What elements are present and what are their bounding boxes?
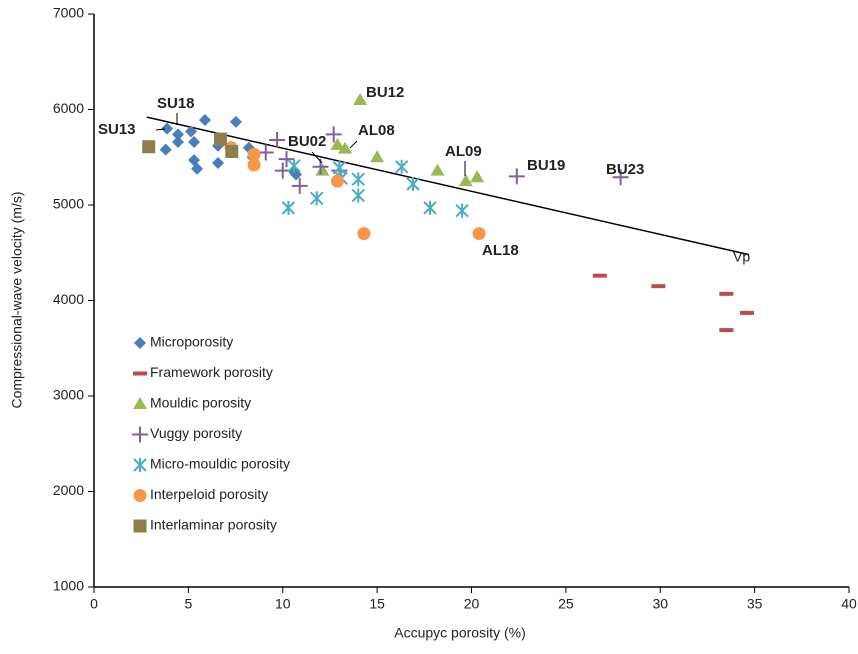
legend-marker	[133, 489, 147, 502]
point	[291, 177, 308, 194]
point	[161, 122, 174, 135]
point	[719, 328, 734, 333]
legend-marker	[133, 397, 147, 409]
point	[225, 145, 239, 159]
point	[612, 169, 629, 186]
point	[188, 135, 201, 148]
point	[278, 151, 295, 168]
annotation: AL18	[482, 242, 519, 259]
legend-marker	[134, 337, 146, 349]
point	[455, 203, 469, 218]
x-tick-label: 40	[841, 596, 857, 612]
point	[330, 137, 345, 150]
point	[325, 126, 342, 143]
point	[247, 147, 261, 161]
x-tick-label: 10	[275, 596, 291, 612]
point	[171, 135, 184, 148]
y-tick-label: 7000	[53, 5, 84, 21]
point	[430, 163, 445, 176]
trend-line	[146, 116, 750, 256]
annotation: BU12	[366, 84, 404, 101]
point	[508, 168, 525, 185]
point	[269, 132, 286, 149]
point	[287, 158, 301, 173]
y-tick-label: 5000	[53, 196, 84, 212]
point	[370, 150, 385, 163]
point	[394, 159, 409, 174]
point	[310, 191, 324, 206]
point	[651, 284, 666, 289]
annotation: Vp	[733, 249, 750, 265]
point	[423, 200, 437, 215]
point	[338, 141, 353, 154]
legend-marker	[133, 519, 147, 533]
annotation: BU19	[527, 157, 565, 174]
point	[159, 143, 172, 156]
x-tick-label: 15	[369, 596, 385, 612]
point	[351, 188, 365, 203]
x-tick-label: 30	[652, 596, 668, 612]
point	[171, 128, 184, 141]
x-tick-label: 0	[90, 596, 98, 612]
annotation: SU13	[98, 121, 136, 138]
point	[229, 115, 242, 128]
point	[191, 162, 204, 175]
point	[213, 132, 227, 146]
y-tick-label: 2000	[53, 482, 84, 498]
point	[719, 291, 734, 296]
point	[142, 140, 156, 154]
leader-line	[311, 151, 323, 164]
annotation: BU02	[288, 133, 326, 150]
point	[185, 125, 198, 138]
legend-label: Interlaminar porosity	[150, 517, 277, 533]
point	[357, 227, 371, 241]
x-tick-label: 20	[464, 596, 480, 612]
point	[353, 92, 368, 105]
legend-marker	[132, 426, 148, 443]
legend-label: Interpeloid porosity	[150, 486, 268, 502]
point	[198, 114, 211, 127]
legend-marker	[133, 371, 147, 376]
legend-label: Vuggy porosity	[150, 425, 242, 441]
legend-label: Micro-mouldic porosity	[150, 456, 290, 472]
point	[247, 158, 261, 172]
point	[470, 170, 485, 183]
y-tick-label: 4000	[53, 291, 84, 307]
annotation: SU18	[157, 95, 195, 112]
point	[330, 174, 344, 188]
legend-label: Framework porosity	[150, 364, 273, 380]
y-tick-label: 6000	[53, 100, 84, 116]
annotation: AL09	[445, 143, 482, 160]
y-axis-title: Compressional-wave velocity (m/s)	[9, 191, 25, 408]
x-tick-label: 25	[558, 596, 574, 612]
y-tick-label: 1000	[53, 578, 84, 594]
point	[351, 172, 365, 187]
legend-marker	[133, 458, 147, 472]
point	[740, 310, 755, 315]
annotation: BU23	[606, 161, 644, 178]
point	[332, 160, 347, 175]
point	[406, 176, 420, 191]
point	[212, 156, 225, 169]
legend-label: Microporosity	[150, 334, 233, 350]
point	[592, 273, 607, 278]
y-tick-label: 3000	[53, 387, 84, 403]
leader-line	[349, 140, 358, 149]
legend-label: Mouldic porosity	[150, 395, 251, 411]
leader-line	[155, 128, 166, 131]
point	[472, 227, 486, 241]
point	[315, 163, 330, 176]
x-tick-label: 35	[747, 596, 763, 612]
point	[257, 144, 274, 161]
annotation: AL08	[358, 122, 395, 139]
point	[281, 200, 296, 215]
x-axis-title: Accupyc porosity (%)	[394, 625, 525, 641]
x-tick-label: 5	[184, 596, 192, 612]
point	[458, 174, 473, 187]
